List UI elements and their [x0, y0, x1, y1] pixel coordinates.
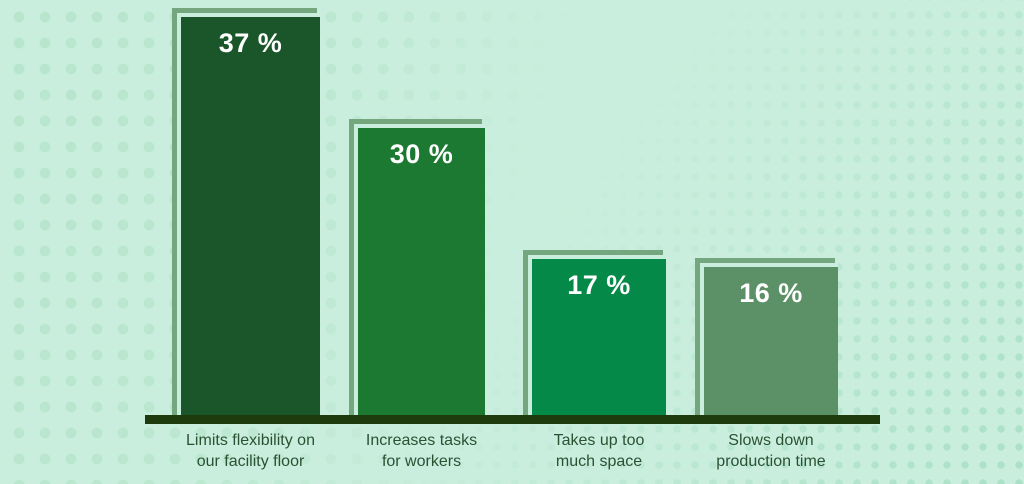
bar-value-label: 30 % [389, 139, 454, 169]
bar-4: 16 % [695, 258, 838, 415]
category-label: Limits flexibility on our facility floor [186, 432, 315, 470]
bar-fill: 17 % [532, 259, 666, 415]
bar-value-label: 17 % [567, 270, 631, 300]
bar-3: 17 % [523, 250, 666, 415]
bar-value-label: 16 % [739, 278, 803, 308]
category-label: Slows down production time [716, 432, 826, 470]
bar-fill: 30 % [358, 128, 485, 415]
bar-fill: 16 % [704, 267, 838, 415]
x-axis-line [145, 415, 880, 424]
bar-value-label: 37 % [218, 28, 283, 58]
bar-fill: 37 % [181, 17, 320, 415]
bar-2: 30 % [349, 119, 485, 415]
category-label: Takes up too much space [553, 432, 645, 470]
bar-1: 37 % [172, 8, 320, 415]
category-label: Increases tasks for workers [365, 432, 478, 470]
